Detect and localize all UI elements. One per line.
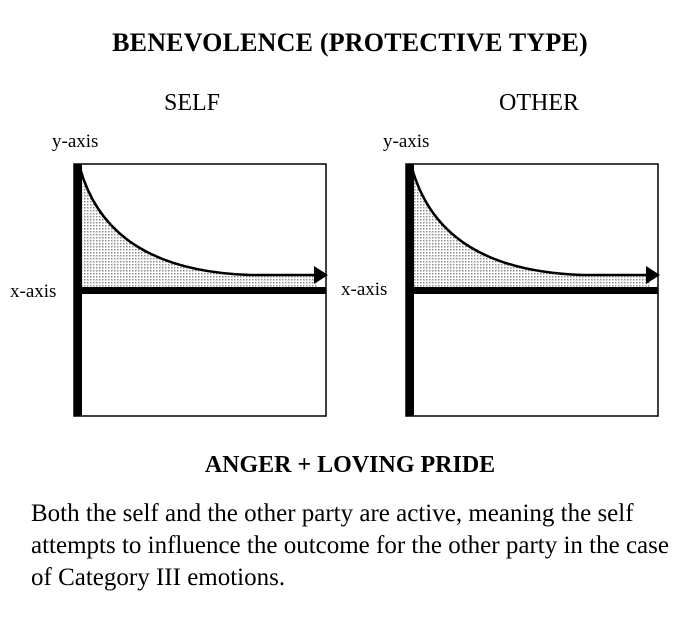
panel-label-other: OTHER xyxy=(499,90,579,116)
x-axis-self xyxy=(74,287,326,294)
y-axis-label-other: y-axis xyxy=(383,131,430,152)
emotion-combination-heading: ANGER + LOVING PRIDE xyxy=(204,452,496,478)
shaded-area-self xyxy=(80,168,318,287)
panel-label-self: SELF xyxy=(164,90,221,116)
x-axis-label-other: x-axis xyxy=(341,279,388,300)
diagram-title: BENEVOLENCE (PROTECTIVE TYPE) xyxy=(112,28,588,57)
decay-curve-self xyxy=(78,167,316,277)
shaded-area-other xyxy=(412,168,650,287)
x-axis-label-self: x-axis xyxy=(10,281,57,302)
curve-arrowhead-self xyxy=(314,266,328,284)
y-axis-label-self: y-axis xyxy=(52,131,99,152)
explanation-text: Both the self and the other party are ac… xyxy=(31,500,669,591)
x-axis-other xyxy=(406,287,658,294)
curve-arrowhead-other xyxy=(646,266,660,284)
decay-curve-other xyxy=(410,167,648,277)
